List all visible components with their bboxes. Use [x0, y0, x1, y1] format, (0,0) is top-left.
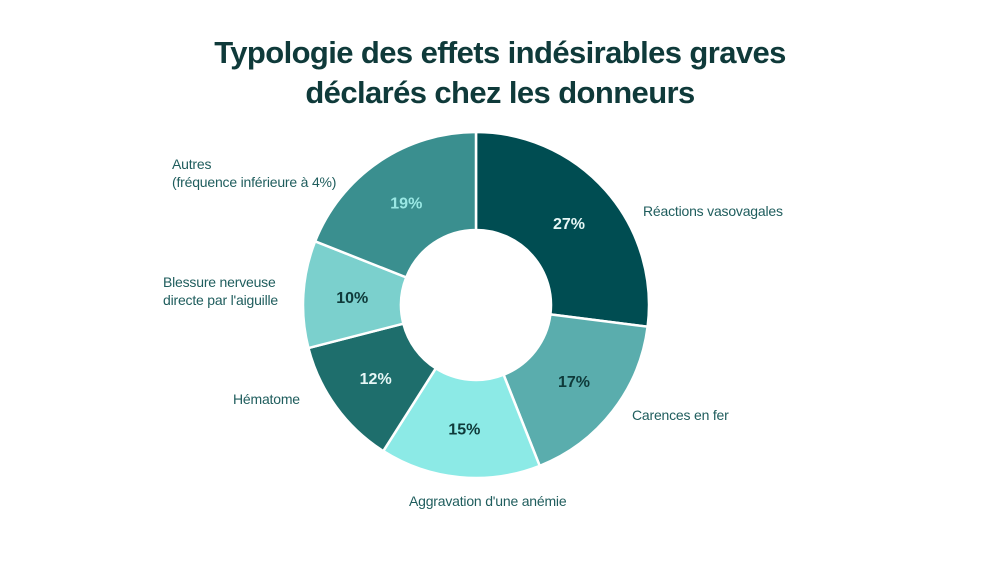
chart-title-line-1: Typologie des effets indésirables graves [214, 35, 786, 70]
slice-reactions-vasovagales [474, 130, 651, 329]
label-autres: Autres (fréquence inférieure à 4%) [172, 156, 337, 190]
value-label-aggravation-anemie: 15% [448, 421, 480, 438]
label-aggravation-anemie: Aggravation d'une anémie [409, 493, 567, 509]
slice-aggravation-anemie [381, 366, 542, 480]
value-label-carences-en-fer: 17% [558, 374, 590, 391]
label-hematome: Hématome [233, 391, 300, 407]
value-label-autres: 19% [390, 195, 422, 212]
value-label-hematome: 12% [360, 371, 392, 388]
slice-carences-en-fer [501, 313, 650, 468]
chart-title-line-2: déclarés chez les donneurs [305, 75, 695, 110]
label-reactions-vasovagales: Réactions vasovagales [643, 203, 783, 219]
chart-title: Typologie des effets indésirables graves… [0, 33, 1000, 113]
value-label-reactions-vasovagales: 27% [553, 216, 585, 233]
slice-autres [313, 130, 478, 280]
label-carences-en-fer: Carences en fer [632, 407, 729, 423]
label-blessure-nerveuse: Blessure nerveuse directe par l'aiguille [163, 274, 279, 308]
value-label-blessure-nerveuse: 10% [336, 290, 368, 307]
